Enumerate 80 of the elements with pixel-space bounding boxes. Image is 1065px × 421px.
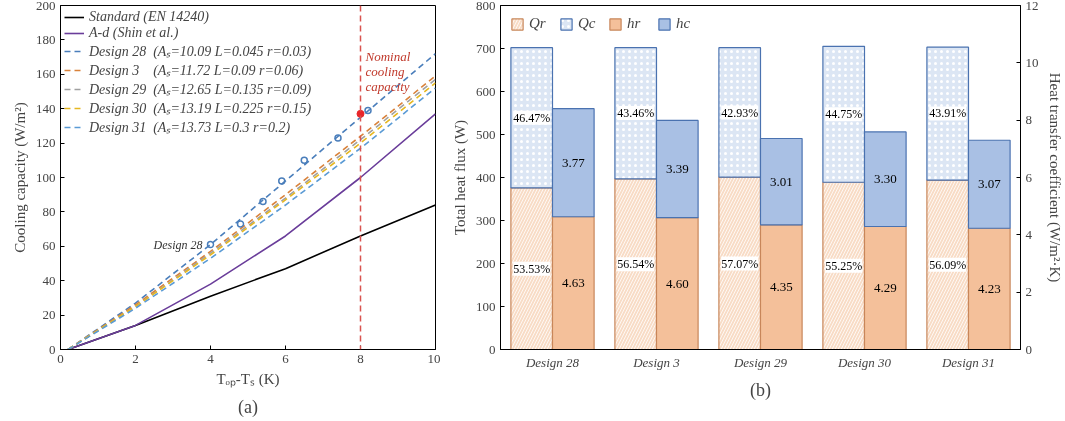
legend-label: Design 3 (Aₛ=11.72 L=0.09 r=0.06) (89, 62, 304, 79)
data-label: 3.77 (561, 154, 586, 170)
data-label: 4.29 (873, 280, 897, 296)
x-tick-label: 8 (357, 350, 364, 366)
y2-tick-label: 8 (1025, 112, 1032, 128)
legend-label: Design 30 (Aₛ=13.19 L=0.225 r=0.15) (89, 100, 312, 117)
y-tick-label: 600 (476, 83, 496, 99)
x-tick-label: 6 (282, 350, 290, 366)
x-tick-label: 10 (427, 350, 441, 366)
x-tick-label: Design 29 (732, 354, 788, 370)
point (236, 220, 245, 228)
x-tick-label: Design 31 (940, 354, 996, 370)
y2-tick-label: 10 (1025, 54, 1039, 70)
point (364, 106, 372, 115)
data-label: 4.35 (769, 279, 793, 295)
y-tick-label: 180 (36, 31, 56, 47)
point (206, 240, 215, 249)
point (278, 177, 286, 185)
y2-tick-label: 6 (1025, 169, 1033, 185)
text: (b) (750, 379, 772, 401)
point (334, 134, 342, 142)
annotation: 53.53% (513, 261, 551, 276)
legend-label: A-d (Shin et al.) (89, 25, 179, 41)
legend-label: Standard (EN 14240) (89, 9, 210, 25)
y-tick-label: 100 (476, 298, 496, 314)
y-tick-label: 120 (36, 135, 56, 151)
y-tick-label: 140 (36, 100, 56, 116)
y-tick-label: 500 (476, 126, 496, 142)
annotation: 56.54% (617, 257, 655, 272)
point (300, 156, 308, 165)
annotation: 46.47% (513, 110, 551, 125)
legend-label: Design 28 (Aₛ=10.09 L=0.045 r=0.03) (89, 43, 312, 60)
x-tick-label: 4 (207, 350, 215, 366)
data-label: 3.30 (873, 171, 897, 187)
y2-tick-label: 2 (1025, 284, 1032, 300)
data-label: 3.07 (977, 176, 1002, 192)
legend-label: Design 29 (Aₛ=12.65 L=0.135 r=0.09) (89, 81, 312, 98)
y2-axis-title: Heat transfer coefficient (W/m²·K) (1045, 72, 1063, 283)
annotation: Nominal cooling capacity (364, 48, 411, 94)
annotation: 42.93% (721, 105, 759, 120)
x-tick-label: Design 30 (836, 354, 892, 370)
annotation: Design 28 (152, 237, 203, 252)
y-tick-label: 100 (36, 169, 56, 185)
x-tick-label: Design 28 (524, 354, 580, 370)
y-tick-label: 400 (476, 169, 496, 185)
y-tick-label: 200 (476, 255, 496, 271)
y-tick-label: 40 (42, 272, 56, 288)
annotation: 44.75% (825, 107, 863, 122)
y-tick-label: 300 (476, 212, 496, 228)
data-label: 4.60 (665, 275, 689, 291)
y2-tick-label: 4 (1025, 226, 1033, 242)
data-label: 3.39 (665, 161, 689, 177)
y-tick-label: 800 (476, 0, 496, 13)
y-tick-label: 20 (42, 307, 56, 323)
annotation: 43.46% (617, 106, 655, 120)
legend-label: Design 31 (Aₛ=13.73 L=0.3 r=0.2) (89, 119, 291, 136)
point (259, 197, 267, 206)
legend-label: Qc (578, 15, 597, 32)
y-tick-label: 160 (36, 66, 56, 82)
text: (a) (238, 396, 258, 418)
x-tick-label: Design 3 (632, 354, 681, 370)
legend-label: hr (627, 15, 642, 32)
annotation: 55.25% (825, 258, 863, 273)
annotation: 43.91% (929, 106, 967, 121)
y-tick-label: 60 (42, 238, 56, 254)
y2-tick-label: 12 (1025, 0, 1039, 13)
data-label: 4.63 (561, 275, 585, 291)
data-label: 3.01 (769, 173, 793, 189)
annotation: 57.07% (721, 256, 759, 271)
x-axis-title: Tₒₚ-Tₛ (K) (216, 370, 280, 388)
annotation: 56.09% (929, 257, 967, 272)
x-tick-label: 2 (132, 350, 139, 366)
y-tick-label: 80 (42, 203, 56, 219)
y-tick-label: 200 (36, 0, 56, 13)
y-axis-title: Cooling capacity (W/m²) (12, 102, 29, 253)
legend-label: hc (676, 15, 692, 32)
y-axis-title: Total heat flux (W) (452, 119, 469, 236)
data-label: 4.23 (977, 280, 1001, 296)
y-tick-label: 700 (476, 40, 496, 56)
legend-label: Qr (529, 15, 547, 32)
